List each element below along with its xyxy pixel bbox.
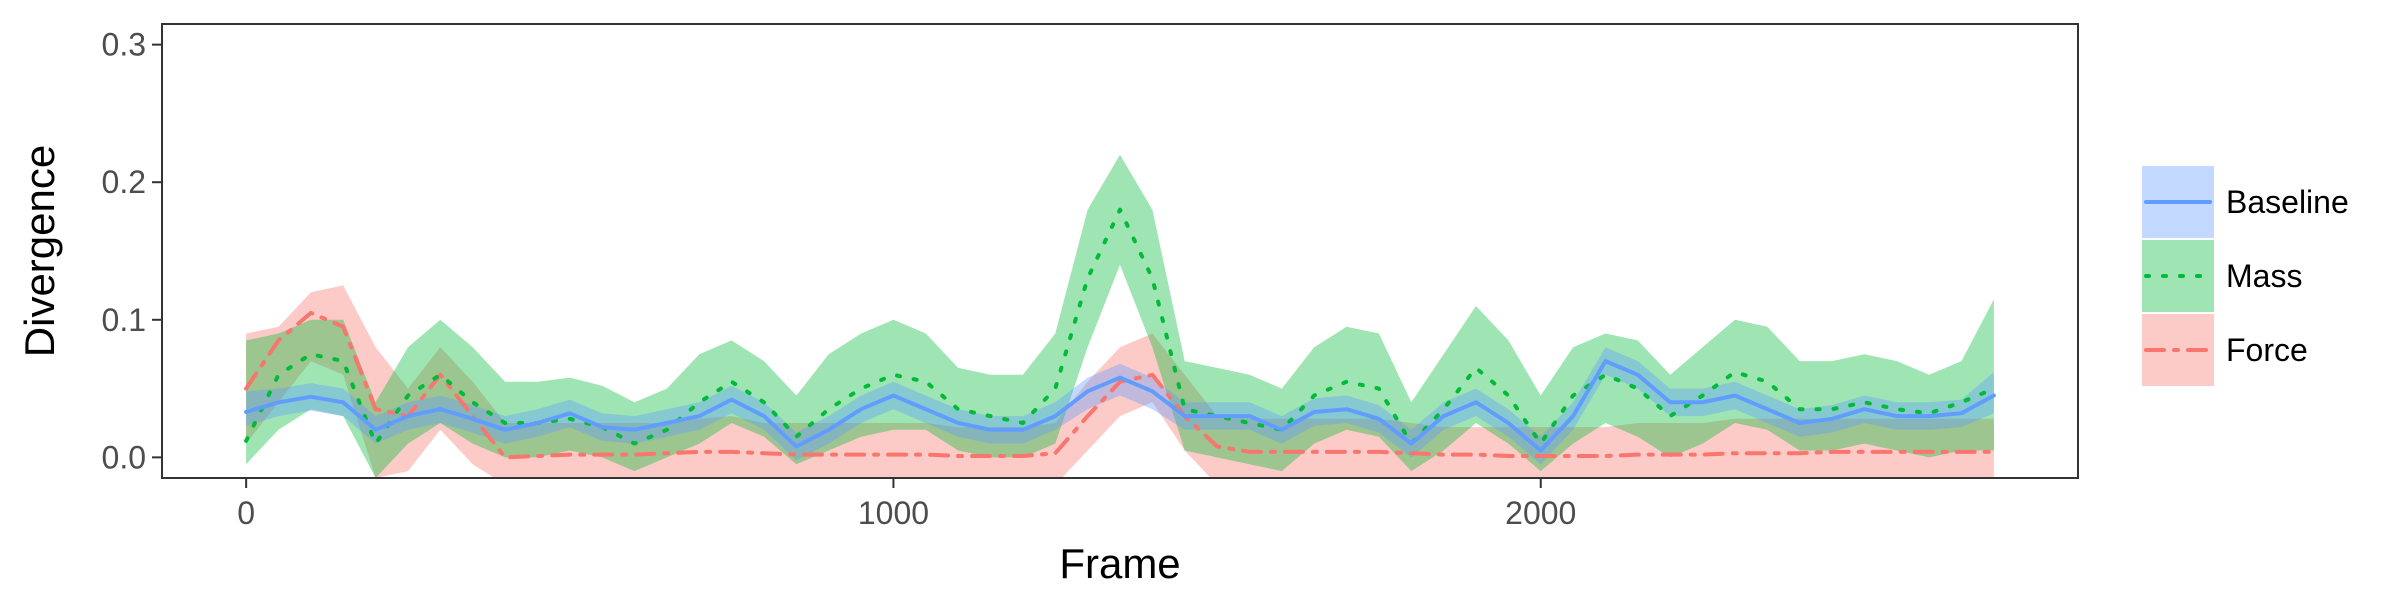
y-tick-label: 0.2 <box>102 164 146 200</box>
plot-layer <box>244 154 1996 478</box>
x-axis-title: Frame <box>1059 540 1180 587</box>
x-tick-label: 0 <box>237 495 255 531</box>
legend-label-mass: Mass <box>2226 258 2302 294</box>
legend: Baseline Mass Force <box>2142 166 2349 386</box>
legend-label-baseline: Baseline <box>2226 184 2349 220</box>
legend-label-force: Force <box>2226 332 2308 368</box>
baseline-line <box>244 359 1996 453</box>
panel-border <box>161 23 2079 479</box>
force-line <box>244 310 1996 460</box>
mass-ribbon <box>246 154 1994 478</box>
y-tick-label: 0.0 <box>102 439 146 475</box>
x-tick-label: 1000 <box>858 495 929 531</box>
x-tick-label: 2000 <box>1505 495 1576 531</box>
y-axis-title: Divergence <box>16 145 63 357</box>
y-tick-label: 0.1 <box>102 302 146 338</box>
y-tick-label: 0.3 <box>102 27 146 63</box>
axes-layer: 0.0 0.1 0.2 0.3 0 1000 2000 <box>102 23 2079 531</box>
